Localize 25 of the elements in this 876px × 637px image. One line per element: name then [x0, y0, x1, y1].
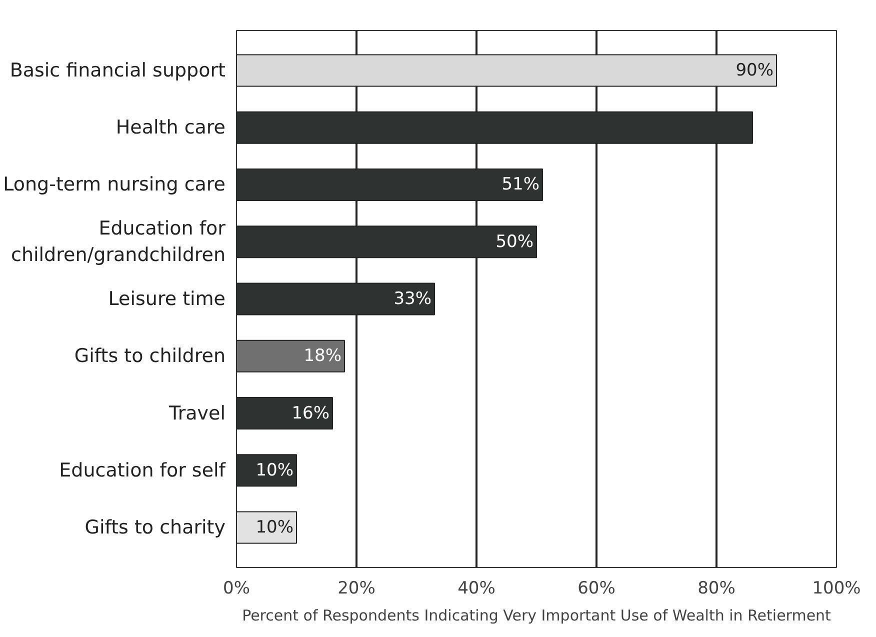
data-label: 51% — [502, 174, 540, 195]
data-label: 10% — [256, 518, 294, 538]
x-tick-label: 40% — [458, 578, 496, 598]
y-tick-label: Basic financial support — [10, 59, 226, 82]
x-tick-label: 100% — [812, 578, 861, 598]
y-tick-label: Gifts to charity — [84, 516, 226, 539]
y-tick-label: Gifts to children — [74, 345, 226, 368]
data-label: 10% — [256, 460, 294, 480]
y-tick-label: Travel — [168, 402, 226, 424]
data-label: 90% — [736, 60, 774, 80]
x-axis-title: Percent of Respondents Indicating Very Important Use of Wealth in Retierment — [242, 606, 832, 624]
y-tick-label: Leisure time — [108, 288, 226, 310]
y-tick-label: Health care — [116, 116, 226, 139]
x-tick-label: 20% — [338, 578, 376, 598]
y-tick-label: Education for children/grandchildren — [11, 218, 226, 266]
bar — [236, 340, 345, 372]
data-label: 18% — [304, 346, 342, 366]
x-tick-label: 60% — [578, 578, 616, 598]
data-label: 33% — [394, 289, 432, 309]
data-label: 50% — [496, 232, 534, 252]
x-tick-label: 0% — [223, 578, 250, 598]
data-label: 16% — [292, 403, 330, 424]
y-tick-label: Education for self — [59, 459, 227, 482]
x-tick-label: 80% — [698, 578, 736, 598]
y-tick-label: Long-term nursing care — [3, 174, 226, 196]
